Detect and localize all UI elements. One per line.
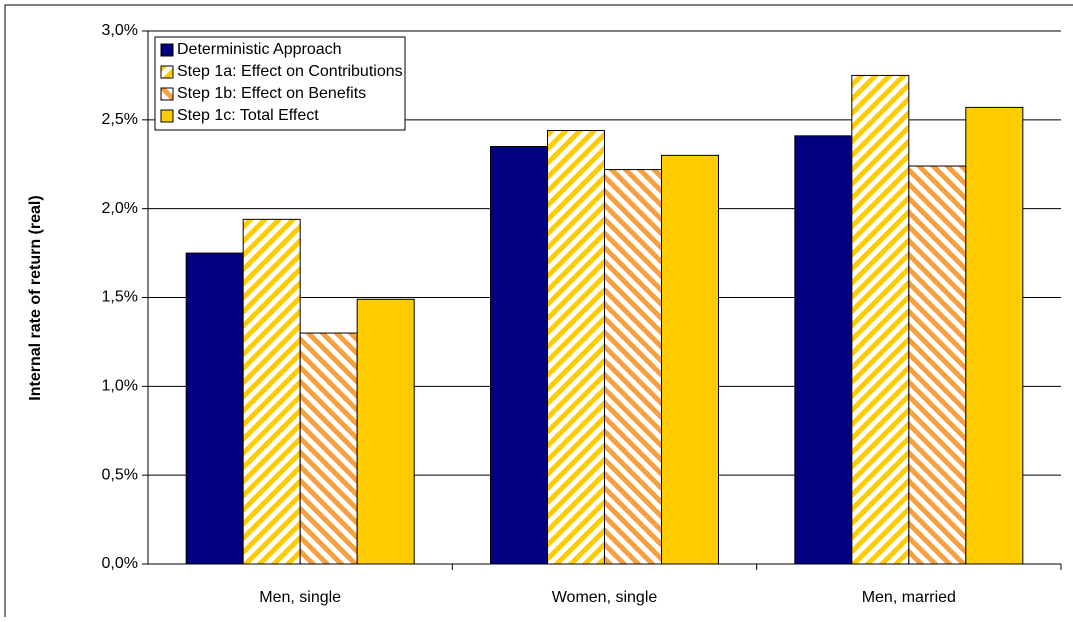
legend-swatch: [160, 87, 174, 101]
bar: [965, 106, 1024, 565]
legend-box: [154, 36, 406, 131]
bar: [242, 218, 301, 565]
bar: [356, 298, 415, 565]
y-axis-label: Internal rate of return (real): [27, 195, 44, 400]
legend-swatch: [160, 109, 174, 123]
bar: [794, 135, 853, 565]
x-tick-label: Men, single: [259, 589, 341, 606]
bar: [661, 154, 719, 565]
bar: [547, 129, 605, 565]
legend-swatch: [160, 43, 174, 57]
x-tick-label: Men, married: [862, 589, 956, 606]
y-tick-label: 2,0%: [102, 200, 138, 217]
bar: [604, 169, 662, 565]
bar: [299, 332, 358, 565]
bar: [185, 252, 244, 565]
y-tick-label: 1,5%: [102, 289, 138, 306]
y-tick-label: 2,5%: [102, 111, 138, 128]
bar: [490, 145, 548, 565]
y-tick-label: 3,0%: [102, 22, 138, 39]
legend-label: Step 1a: Effect on Contributions: [177, 63, 403, 80]
bar: [851, 74, 910, 565]
y-tick-label: 0,5%: [102, 466, 138, 483]
chart-frame: [4, 4, 1073, 622]
legend-label: Step 1b: Effect on Benefits: [177, 85, 366, 102]
y-tick-label: 0,0%: [102, 555, 138, 572]
legend-label: Step 1c: Total Effect: [177, 107, 319, 124]
y-tick-label: 1,0%: [102, 378, 138, 395]
bar: [908, 165, 967, 565]
x-tick-label: Women, single: [552, 589, 658, 606]
legend-swatch: [160, 65, 174, 79]
legend-label: Deterministic Approach: [177, 41, 342, 58]
